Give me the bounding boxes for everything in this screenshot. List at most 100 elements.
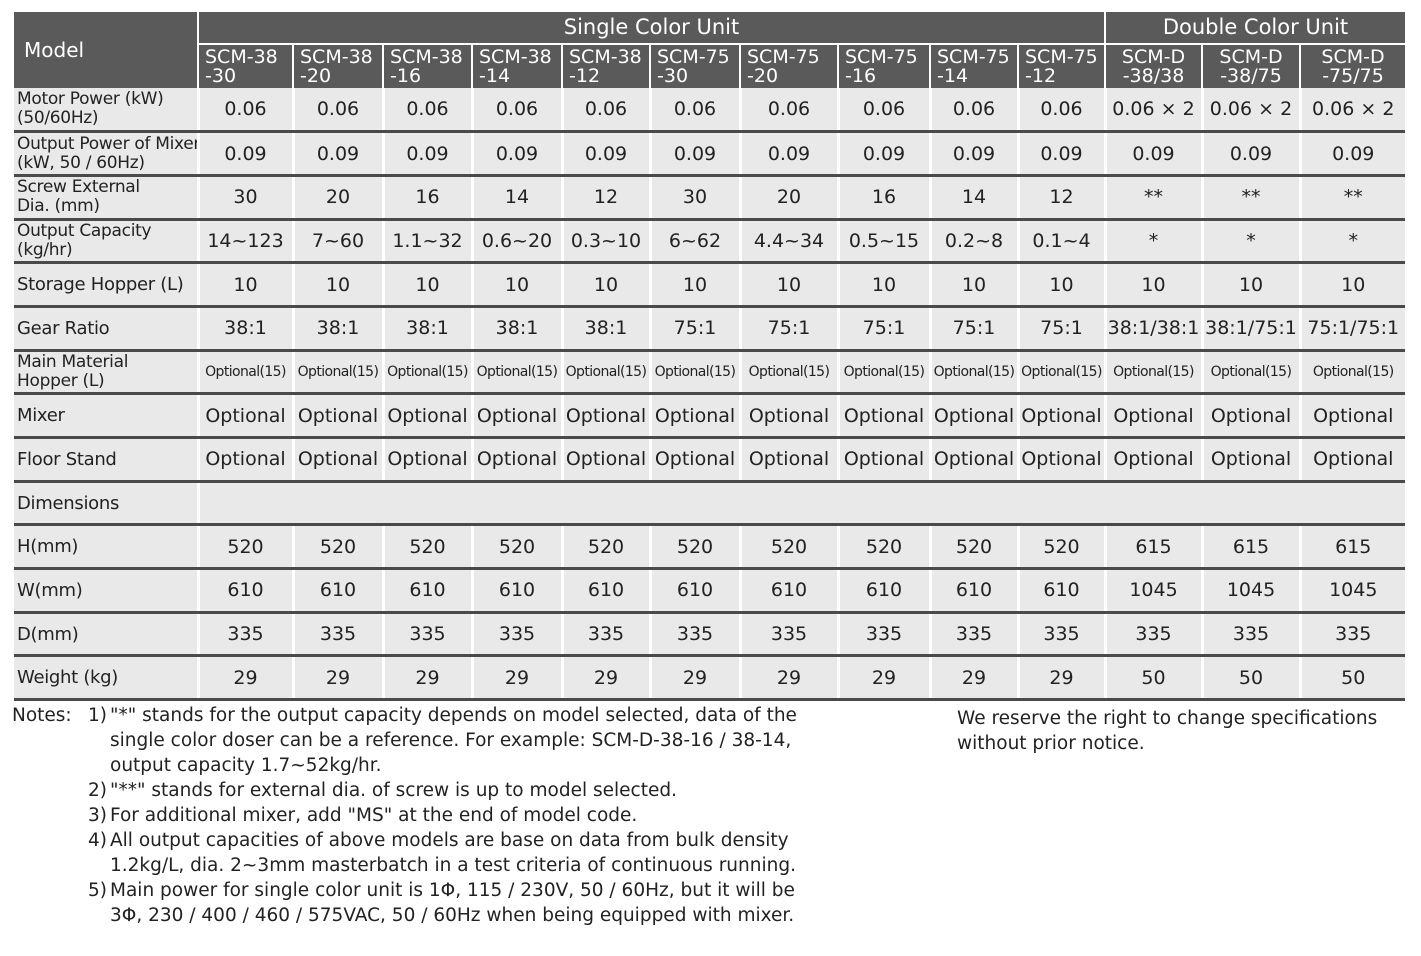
model-name: SCM-75 -12 [1017,44,1105,88]
cell: 335 [738,612,838,658]
row-label-line: Gear Ratio [17,317,110,339]
cell: Optional [1103,437,1202,483]
model-name: SCM-75 -14 [929,44,1018,88]
cell: 10 [836,262,930,308]
table-row: Weight (kg) 29 29 29 29 29 29 29 29 29 29 50 50 50 [14,655,1406,702]
cell: * [1200,219,1300,265]
cell: 75:1 [928,306,1018,352]
cell: Optional [836,393,930,439]
cell: Optional [1016,393,1105,439]
cell: 0.09 [928,131,1018,177]
cell: 335 [1103,612,1202,658]
table-row: W(mm) 610 610 610 610 610 610 610 610 610 610 1045 1… [14,568,1406,614]
cell: 14 [928,175,1018,221]
model-name: SCM-D -38/75 [1201,44,1300,88]
cell: 38:1 [470,306,562,352]
cell: 0.06 [196,88,293,134]
model-name-line: -30 [205,64,237,87]
cell: 1.1~32 [381,219,472,265]
row-label-line: (50/60Hz) [17,108,99,129]
cell: Optional(15) [1200,350,1300,396]
model-name-line: SCM-38 [390,45,463,68]
row-label-line: Motor Power (kW) [17,89,164,110]
note-line: single color doser can be a reference. F… [110,730,792,751]
cell: 7~60 [291,219,383,265]
row-label-line: H(mm) [17,536,79,558]
cell: Optional(15) [560,350,650,396]
cell: 520 [470,524,562,571]
cell: 10 [738,262,838,308]
cell: Optional [1016,437,1105,483]
cell: 0.09 [470,131,562,177]
note-text: "*" stands for the output capacity depen… [110,703,988,778]
cell: Optional [1298,437,1406,483]
cell: 520 [381,524,472,571]
table-row: H(mm) 520 520 520 520 520 520 520 520 520 520 615 61… [14,524,1406,571]
model-name-line: -14 [937,64,969,87]
cell: 10 [1200,262,1300,308]
cell: 29 [470,655,562,702]
cell: 610 [381,568,472,614]
cell: 75:1/75:1 [1298,306,1406,352]
note-line: For additional mixer, add "MS" at the en… [110,805,638,826]
cell: 0.06 × 2 [1103,88,1202,134]
model-name-line: -16 [390,64,422,87]
group-header: Double Color Unit [1103,12,1406,45]
table-row: Motor Power (kW) (50/60Hz) 0.06 0.06 0.06 0.0… [14,88,1406,134]
cell: 10 [928,262,1018,308]
row-label-line: Dia. (mm) [17,196,100,217]
table-row: D(mm) 335 335 335 335 335 335 335 335 335 335 335 33… [14,612,1406,658]
cell: 610 [291,568,383,614]
cell: Optional [470,393,562,439]
cell: Optional [648,437,740,483]
cell: 335 [1298,612,1406,658]
cell: 50 [1298,655,1406,702]
model-name: SCM-38 -12 [561,44,650,88]
cell: 335 [291,612,383,658]
model-name: SCM-38 -16 [382,44,472,88]
model-name-line: -38/75 [1220,64,1282,87]
cell: 38:1/75:1 [1200,306,1300,352]
cell: ** [1103,175,1202,221]
cell: Optional(15) [381,350,472,396]
cell: Optional(15) [470,350,562,396]
cell: 75:1 [836,306,930,352]
cell: 29 [648,655,740,702]
model-name-line: SCM-D [1219,45,1283,68]
row-label: Main Material Hopper (L) [14,350,198,396]
model-name-line: -14 [479,64,511,87]
cell: 14~123 [196,219,293,265]
cell: 615 [1298,524,1406,571]
model-name-line: SCM-38 [479,45,552,68]
cell: 0.09 [1200,131,1300,177]
row-label-line: Screw External [17,177,140,198]
cell: 610 [470,568,562,614]
cell: 0.09 [1103,131,1202,177]
row-label: Storage Hopper (L) [14,262,198,308]
cell: 29 [738,655,838,702]
row-label-line: Weight (kg) [17,667,119,689]
cell: 10 [291,262,383,308]
cell: 0.09 [196,131,293,177]
cell: 0.09 [836,131,930,177]
cell: 75:1 [648,306,740,352]
note-item: 3) For additional mixer, add "MS" at the … [88,803,988,828]
model-name-line: SCM-38 [205,45,278,68]
model-name-line: -16 [845,64,877,87]
row-label-line: (kW, 50 / 60Hz) [17,152,145,173]
cell: 0.06 [648,88,740,134]
cell: 10 [560,262,650,308]
model-name-line: SCM-38 [300,45,373,68]
row-label-line: D(mm) [17,623,79,645]
cell: 29 [291,655,383,702]
model-name-line: -20 [747,64,779,87]
model-name: SCM-75 -20 [739,44,838,88]
cell: Optional(15) [1298,350,1406,396]
note-line: 3Φ, 230 / 400 / 460 / 575VAC, 50 / 60Hz … [110,905,795,926]
model-name-line: SCM-75 [1025,45,1098,68]
row-label-line: Storage Hopper (L) [17,274,184,296]
table-row: Dimensions [14,481,1406,527]
row-label-line: Hopper (L) [17,370,105,391]
cell: 610 [836,568,930,614]
